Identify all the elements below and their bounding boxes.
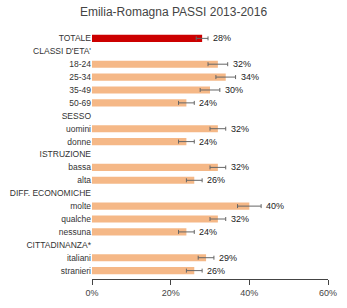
svg-text:25-34: 25-34 <box>69 72 91 82</box>
svg-text:molte: molte <box>70 201 91 211</box>
svg-text:CLASSI D'ETA': CLASSI D'ETA' <box>33 46 91 56</box>
svg-text:italiani: italiani <box>67 253 91 263</box>
svg-text:60%: 60% <box>319 288 337 298</box>
svg-text:alta: alta <box>77 175 91 185</box>
svg-text:26%: 26% <box>207 175 225 185</box>
svg-text:18-24: 18-24 <box>69 59 91 69</box>
svg-text:DIFF. ECONOMICHE: DIFF. ECONOMICHE <box>10 188 92 198</box>
svg-text:TOTALE: TOTALE <box>59 33 92 43</box>
svg-text:50-69: 50-69 <box>69 98 91 108</box>
svg-text:40%: 40% <box>266 201 284 211</box>
svg-text:32%: 32% <box>231 214 249 224</box>
svg-text:Emilia-Romagna PASSI 2013-2016: Emilia-Romagna PASSI 2013-2016 <box>80 5 268 19</box>
svg-text:32%: 32% <box>231 124 249 134</box>
svg-text:bassa: bassa <box>68 162 91 172</box>
svg-text:32%: 32% <box>233 59 251 69</box>
svg-text:40%: 40% <box>240 288 258 298</box>
svg-text:nessuna: nessuna <box>59 227 91 237</box>
svg-text:0%: 0% <box>85 288 98 298</box>
svg-text:35-49: 35-49 <box>69 85 91 95</box>
svg-text:donne: donne <box>67 137 91 147</box>
svg-text:20%: 20% <box>162 288 180 298</box>
svg-text:29%: 29% <box>219 253 237 263</box>
svg-text:32%: 32% <box>231 162 249 172</box>
svg-text:ISTRUZIONE: ISTRUZIONE <box>40 149 92 159</box>
svg-text:uomini: uomini <box>66 124 91 134</box>
svg-text:24%: 24% <box>199 227 217 237</box>
svg-text:stranieri: stranieri <box>61 266 91 276</box>
svg-text:30%: 30% <box>225 85 243 95</box>
svg-text:SESSO: SESSO <box>62 111 92 121</box>
svg-text:CITTADINANZA*: CITTADINANZA* <box>26 240 91 250</box>
svg-text:28%: 28% <box>213 33 231 43</box>
svg-text:24%: 24% <box>199 98 217 108</box>
svg-text:26%: 26% <box>207 266 225 276</box>
svg-text:34%: 34% <box>241 72 259 82</box>
svg-text:24%: 24% <box>199 137 217 147</box>
svg-text:qualche: qualche <box>61 214 91 224</box>
